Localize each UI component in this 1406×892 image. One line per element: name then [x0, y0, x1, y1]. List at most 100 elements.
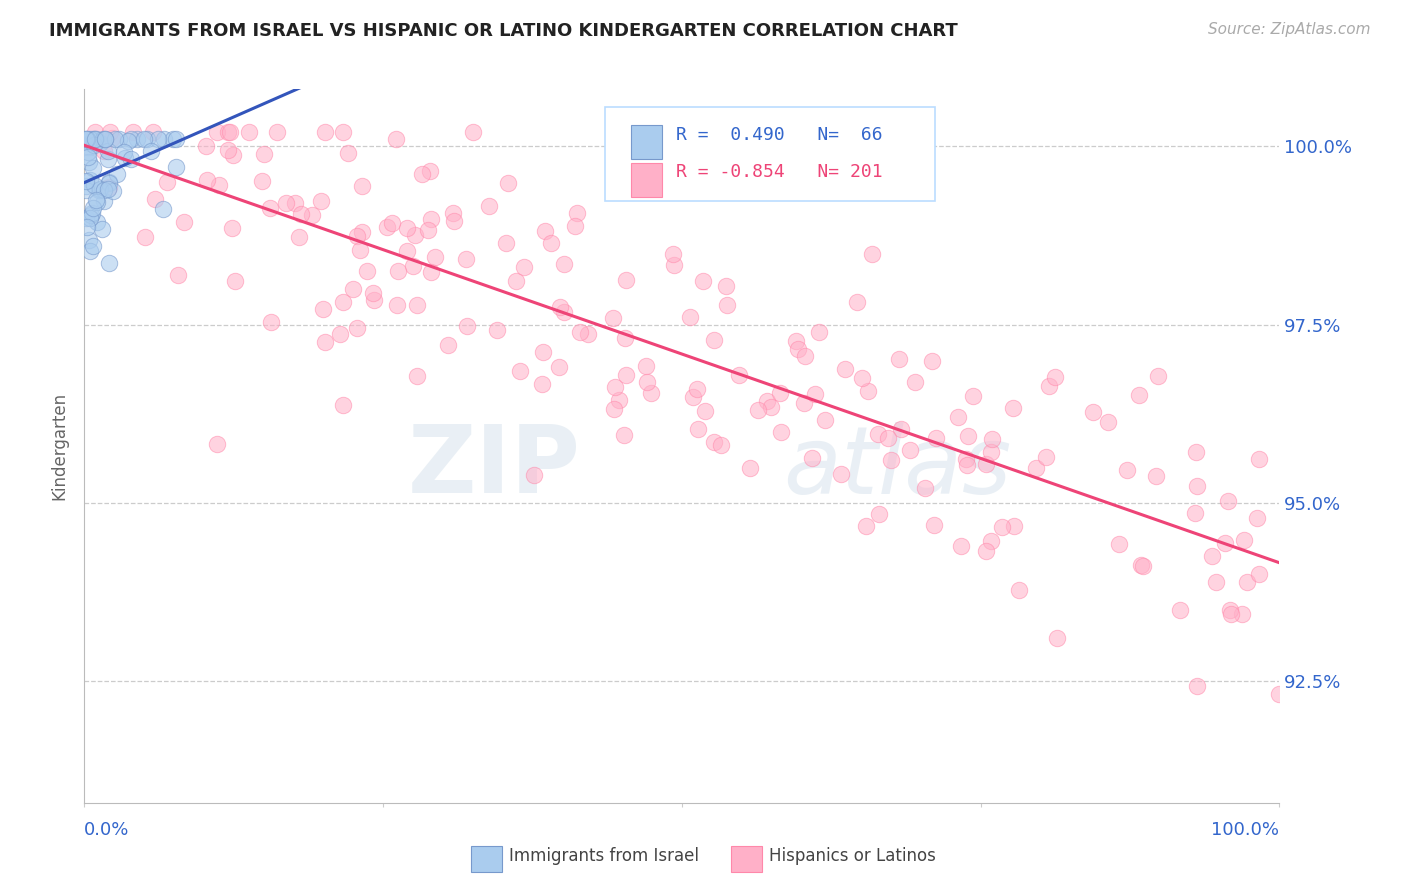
Point: [425, 250, 447, 264]
Point: [1268, 687, 1291, 701]
Point: [1097, 415, 1119, 429]
Point: [794, 349, 817, 363]
Point: [101, 130, 124, 145]
Point: [1146, 369, 1168, 384]
Point: [759, 400, 782, 414]
Point: [77, 140, 100, 154]
Point: [337, 145, 360, 160]
Point: [1038, 379, 1060, 393]
Point: [693, 404, 716, 418]
Point: [814, 412, 837, 426]
Point: [86, 132, 108, 146]
Point: [880, 453, 903, 467]
Point: [76, 219, 98, 234]
Point: [661, 247, 683, 261]
Point: [1081, 405, 1104, 419]
Point: [76, 150, 98, 164]
Point: [716, 298, 738, 312]
Point: [79, 211, 101, 225]
Text: 0.0%: 0.0%: [84, 821, 129, 838]
Point: [402, 259, 425, 273]
Point: [395, 244, 418, 259]
Point: [79, 244, 101, 258]
Text: Hispanics or Latinos: Hispanics or Latinos: [769, 847, 936, 865]
Point: [955, 452, 977, 467]
Point: [1144, 469, 1167, 483]
Point: [75, 183, 97, 197]
Point: [301, 208, 323, 222]
Point: [496, 176, 519, 190]
Point: [82, 161, 104, 175]
Point: [91, 221, 114, 235]
Point: [75, 132, 97, 146]
Point: [352, 225, 374, 239]
Point: [79, 136, 101, 150]
Point: [329, 326, 352, 341]
Point: [830, 467, 852, 481]
Point: [553, 305, 575, 319]
Point: [218, 125, 240, 139]
Point: [679, 310, 702, 325]
Text: R = -0.854   N= 201: R = -0.854 N= 201: [676, 163, 883, 181]
Point: [416, 223, 439, 237]
Point: [259, 201, 281, 215]
Point: [120, 132, 142, 146]
Point: [83, 178, 105, 192]
Point: [793, 396, 815, 410]
Point: [1002, 519, 1025, 533]
Point: [385, 298, 408, 312]
Point: [93, 183, 115, 197]
Point: [603, 380, 626, 394]
Point: [260, 314, 283, 328]
Point: [224, 274, 246, 288]
Point: [221, 148, 243, 162]
Point: [309, 194, 332, 209]
Point: [855, 519, 877, 533]
Point: [146, 132, 169, 146]
Point: [83, 132, 105, 146]
Point: [380, 215, 402, 229]
Point: [956, 458, 979, 473]
Point: [276, 195, 298, 210]
Point: [411, 168, 433, 182]
Point: [769, 425, 792, 439]
Point: [108, 132, 131, 146]
Point: [495, 235, 517, 250]
Point: [922, 517, 945, 532]
Point: [866, 427, 889, 442]
Point: [284, 196, 307, 211]
Text: R =  0.490   N=  66: R = 0.490 N= 66: [676, 126, 883, 144]
Point: [120, 153, 142, 167]
Point: [89, 184, 111, 198]
Point: [540, 236, 562, 251]
Point: [1201, 549, 1223, 564]
Point: [990, 520, 1012, 534]
Point: [93, 132, 115, 146]
Point: [346, 321, 368, 335]
Point: [613, 428, 636, 442]
Point: [79, 173, 101, 187]
Point: [692, 274, 714, 288]
Point: [1247, 567, 1270, 582]
Point: [548, 359, 571, 374]
Point: [82, 201, 104, 215]
Point: [682, 390, 704, 404]
Point: [921, 354, 943, 368]
Point: [396, 221, 419, 235]
Point: [1236, 575, 1258, 590]
Point: [531, 377, 554, 392]
Point: [950, 540, 973, 554]
Point: [1219, 607, 1241, 621]
Point: [97, 179, 120, 194]
Point: [785, 334, 807, 348]
Point: [173, 215, 195, 229]
Point: [79, 132, 101, 146]
Point: [603, 402, 626, 417]
Point: [974, 543, 997, 558]
Point: [143, 193, 166, 207]
Point: [142, 125, 165, 139]
Point: [141, 144, 163, 158]
Point: [82, 238, 104, 252]
Point: [486, 322, 509, 336]
Point: [1043, 369, 1066, 384]
